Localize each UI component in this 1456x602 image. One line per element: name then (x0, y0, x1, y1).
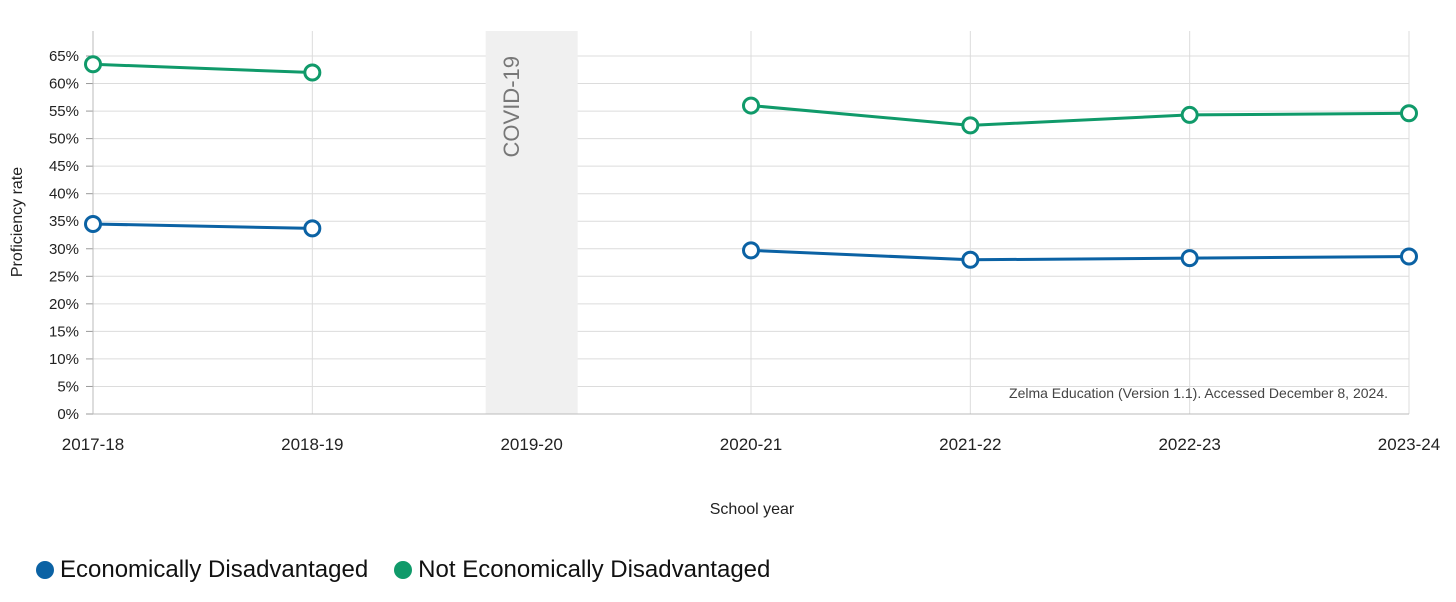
legend-label: Not Economically Disadvantaged (418, 556, 771, 583)
y-tick-label: 0% (57, 406, 79, 423)
series-line (92, 222, 313, 230)
legend-marker-economically-disadvantaged (36, 561, 54, 579)
data-point (84, 55, 102, 74)
series (84, 55, 1418, 269)
x-tick-label: 2020-21 (720, 435, 782, 454)
x-axis-title: School year (710, 501, 795, 518)
data-point (1180, 249, 1199, 268)
legend: Economically Disadvantaged Not Economica… (36, 556, 770, 584)
x-tick-label: 2022-23 (1158, 435, 1220, 454)
covid-band-rect (485, 31, 578, 414)
y-tick-label: 65% (49, 48, 79, 65)
series-line (750, 104, 1410, 127)
y-tick-label: 10% (49, 351, 79, 368)
y-tick-label: 35% (49, 213, 79, 230)
grid (92, 31, 1410, 415)
series-line (750, 248, 1410, 262)
data-point (742, 241, 760, 260)
y-tick-label: 5% (57, 378, 79, 395)
data-point (742, 96, 760, 115)
axes (86, 31, 1409, 415)
data-point (961, 116, 980, 135)
data-point (1180, 105, 1199, 124)
y-tick-label: 40% (49, 186, 79, 203)
y-axis-title: Proficiency rate (9, 167, 26, 277)
y-tick-label: 15% (49, 323, 79, 340)
legend-label: Economically Disadvantaged (60, 556, 369, 583)
x-tick-labels: 2017-18 2018-19 2019-20 2020-21 2021-22 2022-… (62, 435, 1440, 454)
y-tick-label: 20% (49, 296, 79, 313)
series-line (92, 62, 313, 75)
y-tick-label: 60% (49, 76, 79, 93)
x-tick-label: 2023-24 (1378, 435, 1440, 454)
data-point (84, 214, 102, 233)
x-tick-label: 2017-18 (62, 435, 124, 454)
data-point (303, 63, 322, 82)
data-point (1400, 104, 1418, 123)
y-tick-label: 45% (49, 158, 79, 175)
legend-item-not-economically-disadvantaged: Not Economically Disadvantaged (394, 556, 770, 584)
y-tick-label: 25% (49, 268, 79, 285)
y-tick-label: 55% (49, 103, 79, 120)
y-tick-label: 50% (49, 131, 79, 148)
data-point (303, 219, 322, 238)
data-point (961, 250, 980, 269)
series-0 (84, 214, 1418, 269)
x-tick-label: 2021-22 (939, 435, 1001, 454)
y-tick-label: 30% (49, 241, 79, 258)
y-tick-labels: 0% 5% 10% 15% 20% 25% 30% 35% 40% 45% 50% 55% 60% 65% (49, 48, 79, 423)
x-tick-label: 2019-20 (500, 435, 562, 454)
data-point (1400, 247, 1418, 266)
covid-band (485, 31, 578, 414)
covid-annotation: COVID-19 (499, 56, 524, 157)
source-note: Zelma Education (Version 1.1). Accessed … (1009, 385, 1388, 401)
series-1 (84, 55, 1418, 135)
legend-item-economically-disadvantaged: Economically Disadvantaged (36, 556, 368, 584)
legend-marker-not-economically-disadvantaged (394, 561, 413, 579)
x-tick-label: 2018-19 (281, 435, 343, 454)
